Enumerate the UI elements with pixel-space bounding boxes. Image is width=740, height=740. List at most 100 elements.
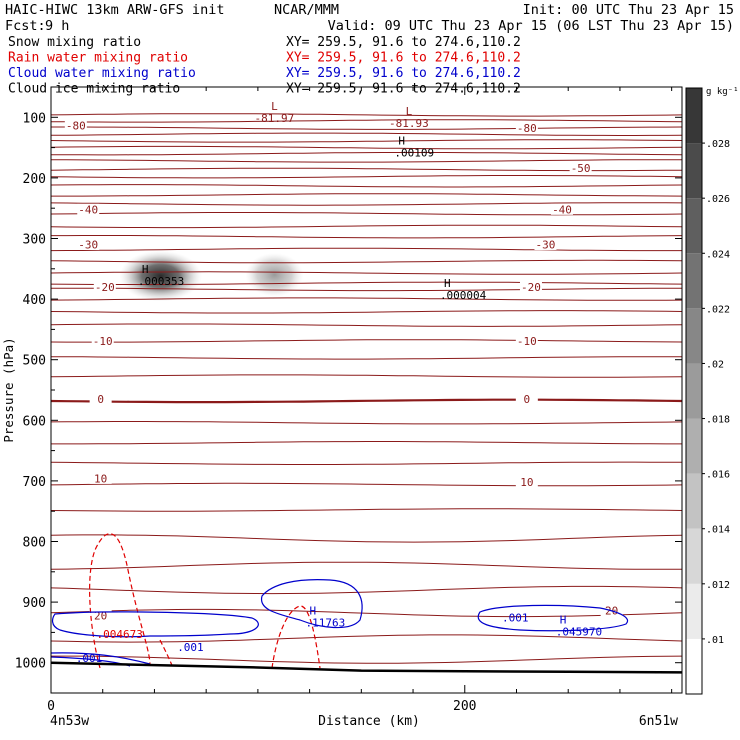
colorbar-tick-label: .012 — [706, 580, 730, 591]
isotherm-line — [51, 461, 682, 465]
colorbar-tick-label: .028 — [706, 139, 730, 150]
isotherm-line — [51, 159, 682, 163]
isotherm-line — [51, 421, 682, 425]
colorbar-tick-label: .02 — [706, 359, 724, 370]
y-tick-label: 800 — [23, 536, 46, 551]
isotherm-label: -40 — [552, 203, 572, 216]
field-legend-xy: XY= 259.5, 91.6 to 274.6,110.2 — [286, 51, 521, 66]
isotherm-extremum-kind: L — [271, 100, 278, 113]
annotation-kind: H — [398, 135, 405, 148]
annotation-value: .001 — [502, 611, 529, 624]
temperature-isotherms: -80 -80 -50 -40 -40 -30 -30 -20 -20 -10 -10 0 0 10 10 2… — [51, 100, 682, 664]
annotation-kind: H — [309, 604, 316, 617]
x-tick-label: 200 — [453, 699, 476, 714]
isotherm-line — [51, 145, 682, 150]
isotherm-line — [51, 534, 682, 543]
x-axis: 0 200 — [47, 87, 673, 714]
isotherm-label: -30 — [536, 238, 556, 251]
isotherm-extremum-value: -81.97 — [255, 112, 295, 125]
isotherm-line — [51, 193, 682, 197]
isotherm-label: -80 — [66, 120, 86, 133]
isotherm-line — [51, 247, 682, 252]
field-legend-xy: XY= 259.5, 91.6 to 274.6,110.2 — [286, 82, 521, 97]
annotation-value: .001 — [76, 652, 103, 665]
annotation-kind: H — [142, 263, 149, 276]
isotherm-line — [51, 281, 682, 285]
isotherm-line — [51, 374, 682, 378]
isotherm-label-bg — [515, 476, 538, 488]
isotherm-line — [51, 398, 682, 404]
isotherm-label: -30 — [78, 238, 98, 251]
rain-contour-mid — [271, 605, 321, 669]
cloud-ice-blob — [245, 253, 304, 297]
field-legend-name: Snow mixing ratio — [8, 35, 141, 50]
header-init: Init: 00 UTC Thu 23 Apr 15 — [523, 2, 734, 18]
cloud-water-contours — [51, 579, 629, 667]
isotherm-label: 20 — [94, 609, 107, 622]
isotherm-line — [51, 202, 682, 206]
isotherm-line — [51, 323, 682, 327]
isotherm-label-bg — [89, 472, 112, 484]
isotherm-label-bg — [569, 162, 592, 174]
rain-contour-left-b — [159, 639, 174, 669]
isotherm-line — [51, 297, 682, 301]
colorbar-cell — [686, 528, 702, 584]
isotherm-line — [51, 152, 682, 156]
isotherm-label-bg — [551, 203, 574, 215]
x-axis-end-right: 6n51w — [639, 714, 678, 729]
cloud-water-contour-left — [52, 611, 259, 638]
y-tick-label: 300 — [23, 233, 46, 248]
isotherm-label-bg — [519, 281, 542, 293]
rain-contour-left — [89, 533, 151, 669]
isotherm-line — [51, 339, 682, 343]
colorbar-cell — [686, 473, 702, 529]
isotherm-line — [51, 126, 682, 130]
isotherm-label-bg — [515, 122, 538, 134]
colorbar-cell — [686, 88, 702, 144]
isotherm-line — [51, 508, 682, 512]
colorbar-frame — [685, 87, 703, 695]
colorbar: .01 .012 .014 .016 .018 .02 .022 .024 .026 .028 — [685, 87, 730, 695]
field-legend-xy: XY= 259.5, 91.6 to 274.6,110.2 — [286, 66, 521, 81]
isotherm-line — [51, 585, 682, 595]
colorbar-cell — [686, 583, 702, 639]
isotherm-line — [51, 441, 682, 445]
x-axis-end-left: 4n53w — [50, 714, 89, 729]
isotherm-line — [51, 235, 682, 239]
header-fcst-value: 9 h — [45, 18, 69, 34]
isotherm-line — [51, 175, 682, 179]
isotherm-line — [51, 132, 682, 136]
colorbar-cell — [686, 308, 702, 364]
isotherm-label: 10 — [94, 472, 107, 485]
colorbar-cell — [686, 638, 702, 694]
terrain-line — [51, 661, 682, 674]
field-legend-name: Rain water mixing ratio — [8, 51, 188, 66]
isotherm-label: -50 — [571, 162, 591, 175]
y-tick-label: 1000 — [15, 657, 46, 672]
y-tick-label: 400 — [23, 293, 46, 308]
isotherm-line — [51, 119, 682, 123]
annotation-value: .11763 — [305, 616, 345, 629]
header-org: NCAR/MMM — [274, 2, 339, 18]
isotherm-label: 0 — [97, 393, 104, 406]
colorbar-cell — [686, 198, 702, 254]
header-title: HAIC-HIWC 13km ARW-GFS init — [5, 2, 224, 18]
annotation-value: .00109 — [394, 147, 434, 160]
colorbar-cell — [686, 253, 702, 309]
y-tick-label: 200 — [23, 172, 46, 187]
isotherm-line — [51, 482, 682, 487]
y-axis-label: Pressure (hPa) — [1, 337, 16, 442]
y-tick-label: 700 — [23, 475, 46, 490]
isotherm-line — [51, 271, 682, 275]
colorbar-cell — [686, 418, 702, 474]
isotherm-label-bg — [64, 120, 87, 132]
annotation-value: .045970 — [556, 625, 602, 638]
cloud-water-contour-mid — [260, 579, 363, 629]
isotherm-label: -10 — [93, 335, 113, 348]
isotherm-label-bg — [89, 393, 112, 405]
isotherm-label: -20 — [521, 281, 541, 294]
header-fcst-label: Fcst: — [5, 18, 46, 34]
